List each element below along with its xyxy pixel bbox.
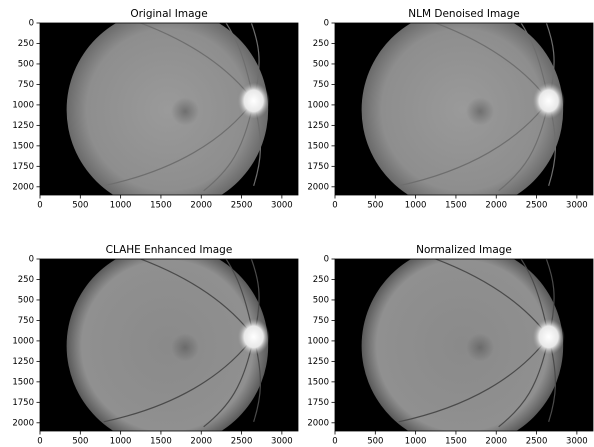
axes-title: Original Image [130,8,207,20]
y-tick-label: 250 [313,39,329,49]
y-tick-label: 750 [313,80,329,90]
y-tick-label: 1000 [12,100,34,110]
optic-disc [533,319,565,355]
y-tick-label: 1500 [12,141,34,151]
y-tick-label: 1500 [307,141,329,151]
optic-disc [238,83,270,119]
y-tick-label: 1000 [12,336,34,346]
y-tick-label: 2000 [307,182,329,192]
y-tick-label: 500 [18,59,34,69]
x-tick-label: 1000 [110,437,132,447]
y-tick-label: 250 [18,39,34,49]
y-tick-label: 1250 [12,357,34,367]
x-tick-label: 1500 [445,437,467,447]
y-tick-label: 0 [29,19,34,29]
y-tick-label: 750 [313,316,329,326]
y-tick-label: 250 [18,275,34,285]
optic-disc [238,319,270,355]
y-tick-label: 1500 [12,377,34,387]
x-tick-label: 3000 [566,201,588,211]
y-tick-label: 250 [313,275,329,285]
x-tick-label: 2000 [190,437,212,447]
y-tick-label: 1750 [307,162,329,172]
y-tick-label: 1250 [307,357,329,367]
x-tick-label: 1500 [150,201,172,211]
x-tick-label: 2500 [231,201,253,211]
macula [171,333,199,361]
x-tick-label: 0 [37,201,42,211]
x-tick-label: 2500 [526,201,548,211]
image [335,242,593,447]
image [40,242,298,447]
x-tick-label: 2000 [485,437,507,447]
x-tick-label: 3000 [271,437,293,447]
x-tick-label: 500 [367,437,383,447]
x-tick-label: 2000 [190,201,212,211]
axes-title: Normalized Image [416,244,512,256]
y-tick-label: 500 [18,295,34,305]
macula [466,97,494,125]
x-tick-label: 0 [332,437,337,447]
fundus [362,245,564,447]
y-tick-label: 2000 [12,182,34,192]
y-tick-label: 1750 [12,162,34,172]
x-tick-label: 1500 [445,201,467,211]
x-tick-label: 500 [72,201,88,211]
y-tick-label: 0 [324,19,329,29]
axes-title: NLM Denoised Image [408,8,519,20]
axes-title: CLAHE Enhanced Image [106,244,233,256]
macula [466,333,494,361]
macula [171,97,199,125]
image [335,6,593,211]
x-tick-label: 0 [37,437,42,447]
x-tick-label: 2500 [231,437,253,447]
x-tick-label: 3000 [566,437,588,447]
y-tick-label: 500 [313,295,329,305]
fundus [67,9,269,211]
y-tick-label: 1750 [12,398,34,408]
y-tick-label: 0 [324,255,329,265]
y-tick-label: 1500 [307,377,329,387]
y-tick-label: 0 [29,255,34,265]
x-tick-label: 1000 [405,437,427,447]
y-tick-label: 1250 [307,121,329,131]
x-tick-label: 2500 [526,437,548,447]
image [40,6,298,211]
y-tick-label: 750 [18,316,34,326]
y-tick-label: 2000 [12,418,34,428]
x-tick-label: 3000 [271,201,293,211]
y-tick-label: 1250 [12,121,34,131]
optic-disc [533,83,565,119]
fundus [67,245,269,447]
y-tick-label: 1000 [307,100,329,110]
x-tick-label: 1000 [110,201,132,211]
x-tick-label: 0 [332,201,337,211]
x-tick-label: 2000 [485,201,507,211]
y-tick-label: 500 [313,59,329,69]
y-tick-label: 1000 [307,336,329,346]
y-tick-label: 750 [18,80,34,90]
x-tick-label: 1500 [150,437,172,447]
figure: Original Image05001000150020002500300002… [0,0,594,447]
x-tick-label: 500 [72,437,88,447]
x-tick-label: 1000 [405,201,427,211]
x-tick-label: 500 [367,201,383,211]
y-tick-label: 1750 [307,398,329,408]
y-tick-label: 2000 [307,418,329,428]
fundus [362,9,564,211]
